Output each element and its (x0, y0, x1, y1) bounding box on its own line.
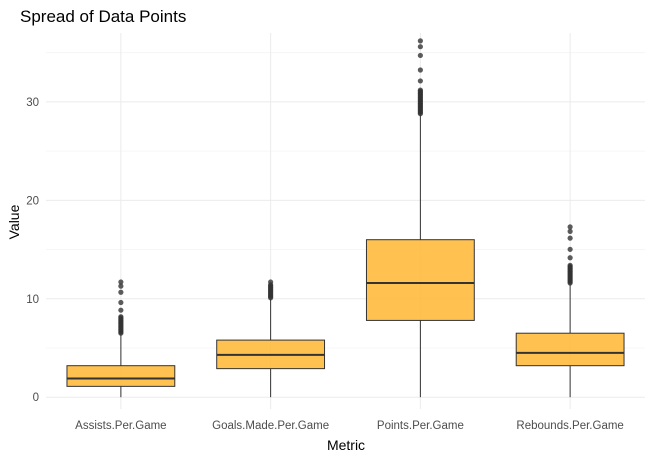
outlier-point (567, 228, 573, 234)
box-Points.Per.Game (365, 38, 475, 398)
x-tick-label: Goals.Made.Per.Game (212, 420, 329, 432)
y-tick-label: 0 (33, 392, 39, 404)
x-tick-label: Assists.Per.Game (75, 420, 166, 432)
outlier-point (118, 289, 124, 295)
outlier-point (567, 255, 573, 261)
outlier-point (118, 299, 124, 306)
y-tick-label: 20 (26, 195, 39, 207)
x-tick-labels: Assists.Per.Game Goals.Made.Per.Game Point… (75, 420, 624, 432)
x-tick-label: Points.Per.Game (377, 420, 464, 432)
outliers (567, 224, 573, 286)
outlier-point (567, 224, 573, 230)
outlier-point (417, 38, 423, 44)
outlier-point (417, 67, 423, 73)
outlier-point (417, 52, 423, 59)
box-Goals.Made.Per.Game (216, 279, 326, 398)
outliers (268, 279, 274, 301)
iqr-box (365, 239, 475, 321)
outlier-point (118, 307, 124, 313)
box-Assists.Per.Game (66, 279, 176, 398)
outlier-point (268, 279, 274, 285)
boxes (66, 38, 625, 398)
y-tick-label: 10 (26, 294, 39, 306)
outliers (417, 38, 423, 117)
y-tick-label: 30 (26, 97, 39, 109)
box-Rebounds.Per.Game (515, 224, 625, 398)
outlier-point (567, 246, 573, 252)
outlier-point (417, 78, 423, 84)
x-axis-title: Metric (327, 437, 365, 453)
x-tick-label: Rebounds.Per.Game (516, 420, 623, 432)
y-tick-labels: 0 10 20 30 (26, 97, 39, 404)
iqr-box (515, 332, 625, 367)
outlier-point (118, 283, 124, 289)
outlier-point (417, 44, 423, 50)
outliers (118, 279, 124, 336)
y-axis-title: Value (6, 204, 22, 239)
outlier-point (567, 235, 573, 241)
chart-title: Spread of Data Points (20, 7, 186, 26)
outlier-point (417, 87, 423, 93)
outlier-point (118, 279, 124, 285)
outlier-point (118, 314, 124, 320)
outlier-point (567, 262, 573, 268)
iqr-box (66, 365, 176, 387)
